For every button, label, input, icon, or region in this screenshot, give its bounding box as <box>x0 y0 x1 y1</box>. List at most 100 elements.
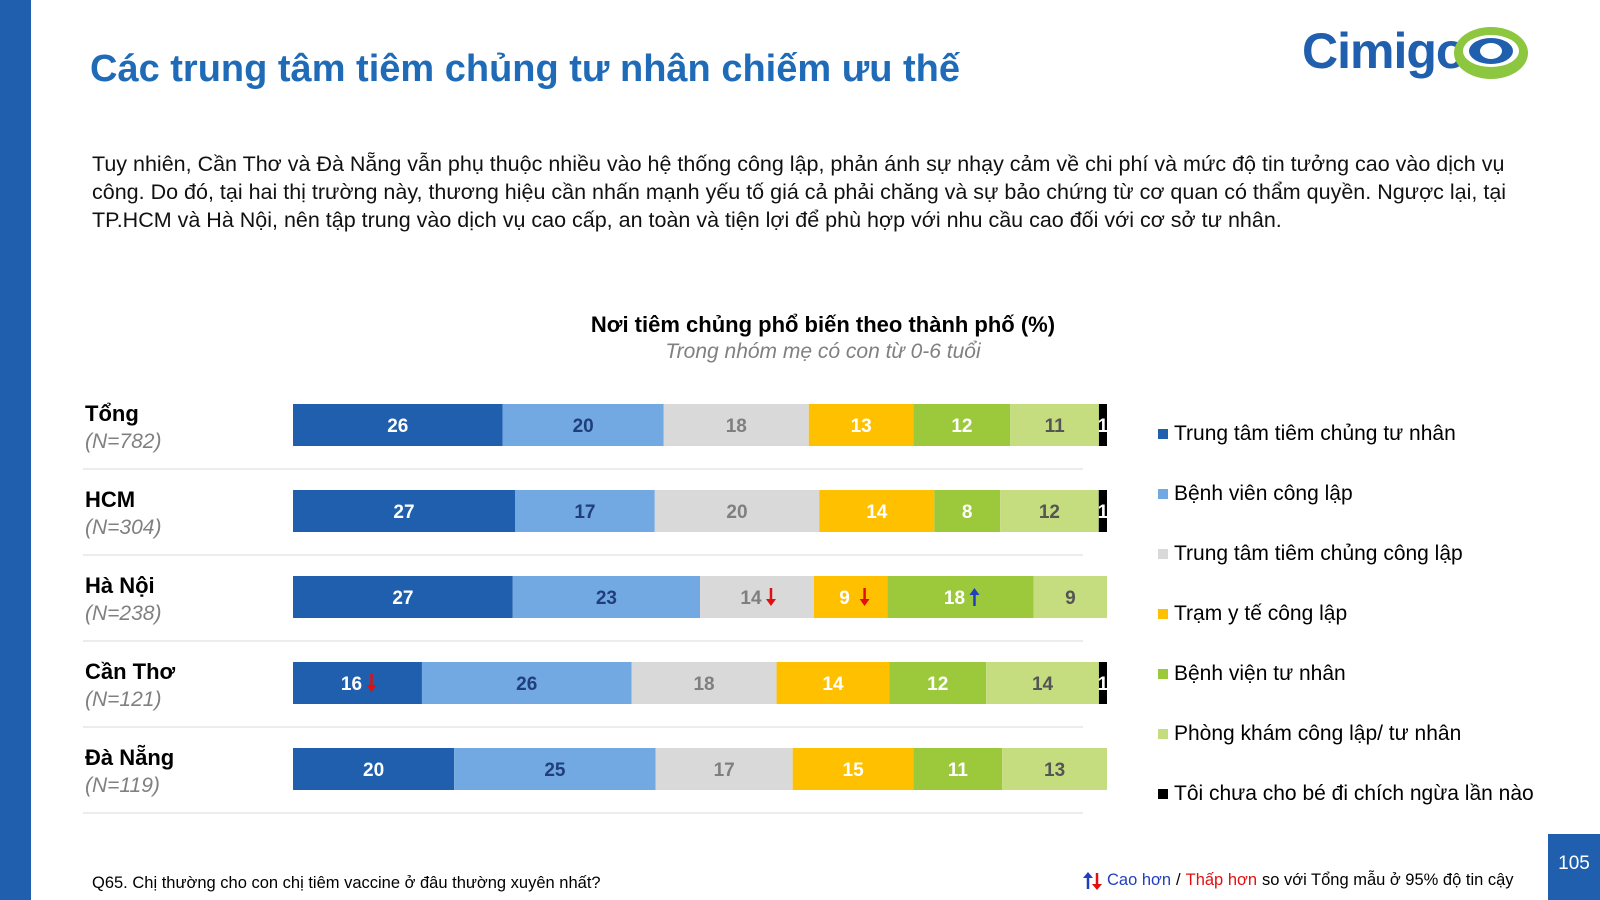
bar-value-label: 1 <box>1098 674 1109 695</box>
row-sample-size: (N=238) <box>85 602 161 625</box>
legend-label: Bệnh viên công lập <box>1174 482 1353 505</box>
row-sample-size: (N=119) <box>85 774 160 797</box>
bar-value-label: 1 <box>1098 502 1109 523</box>
bar-segment <box>1010 404 1099 446</box>
row-label: Hà Nội <box>85 573 155 598</box>
legend-swatch <box>1158 429 1168 439</box>
bar-segment <box>1098 662 1107 704</box>
page-number: 105 <box>1548 834 1600 900</box>
bar-value-label: 18 <box>944 588 965 609</box>
legend-label: Trạm y tế công lập <box>1174 602 1348 625</box>
bar-segment <box>502 404 664 446</box>
sig-separator: / <box>1176 871 1181 889</box>
bar-segment <box>293 576 513 618</box>
bar-value-label: 26 <box>387 416 408 437</box>
bar-value-label: 1 <box>1098 416 1109 437</box>
sig-higher-label: Cao hơn <box>1107 871 1172 889</box>
row-sample-size: (N=304) <box>85 516 161 539</box>
bar-segment <box>515 490 655 532</box>
significance-arrow-icon <box>969 588 980 606</box>
chart-title: Nơi tiêm chủng phổ biến theo thành phố (… <box>590 312 1056 337</box>
bar-value-label: 15 <box>843 760 865 781</box>
row-sample-size: (N=782) <box>85 430 161 453</box>
page-title: Các trung tâm tiêm chủng tư nhân chiếm ư… <box>90 48 960 90</box>
bar-value-label: 12 <box>1039 502 1060 523</box>
bar-value-label: 14 <box>740 588 762 609</box>
legend-item: Trung tâm tiêm chủng tư nhân <box>1158 404 1534 464</box>
bar-segment <box>512 576 700 618</box>
bar-value-label: 11 <box>1045 416 1066 437</box>
legend-item: Trung tâm tiêm chủng công lập <box>1158 524 1534 584</box>
bar-segment <box>293 748 455 790</box>
bar-segment <box>663 404 809 446</box>
logo-text: Cimigo <box>1302 23 1466 79</box>
bar-segment <box>889 662 987 704</box>
bar-value-label: 17 <box>714 760 735 781</box>
significance-arrow-icon <box>859 588 870 606</box>
bar-value-label: 12 <box>951 416 972 437</box>
bar-value-label: 26 <box>516 674 537 695</box>
chart-subtitle: Trong nhóm mẹ có con từ 0-6 tuổi <box>665 340 981 363</box>
bar-value-label: 11 <box>948 760 969 781</box>
bar-value-label: 18 <box>726 416 747 437</box>
bar-segment <box>421 662 632 704</box>
sig-rest-label: so với Tổng mẫu ở 95% độ tin cậy <box>1262 871 1514 889</box>
legend-label: Trung tâm tiêm chủng công lập <box>1174 542 1463 565</box>
significance-note: Cao hơn / Thấp hơn so với Tổng mẫu ở 95%… <box>1083 871 1514 890</box>
bar-segment <box>293 404 503 446</box>
bar-segment <box>808 404 914 446</box>
bar-segment <box>887 576 1034 618</box>
bar-segment <box>1002 748 1107 790</box>
bar-segment <box>913 748 1003 790</box>
bar-value-label: 12 <box>927 674 948 695</box>
legend-swatch <box>1158 729 1168 739</box>
bar-segment <box>293 662 422 704</box>
row-label: Cần Thơ <box>85 659 176 684</box>
bar-value-label: 16 <box>341 674 362 695</box>
bar-segment <box>1098 404 1107 446</box>
bar-segment <box>913 404 1011 446</box>
bar-value-label: 27 <box>393 502 414 523</box>
question-footnote: Q65. Chị thường cho con chị tiêm vaccine… <box>92 874 601 892</box>
bar-value-label: 9 <box>839 588 850 609</box>
row-label: HCM <box>85 487 135 512</box>
legend-label: Phòng khám công lập/ tư nhân <box>1174 722 1462 745</box>
significance-arrow-icon <box>366 674 377 692</box>
legend-swatch <box>1158 669 1168 679</box>
significance-arrow-icon <box>765 588 776 606</box>
legend-item: Trạm y tế công lập <box>1158 584 1534 644</box>
bar-value-label: 27 <box>392 588 413 609</box>
legend-item: Bệnh viện tư nhân <box>1158 644 1534 704</box>
intro-paragraph: Tuy nhiên, Cần Thơ và Đà Nẵng vẫn phụ th… <box>92 152 1507 232</box>
bar-value-label: 13 <box>1044 760 1065 781</box>
bar-segment <box>813 576 888 618</box>
bar-value-label: 17 <box>574 502 595 523</box>
row-label: Tổng <box>85 401 139 426</box>
legend-label: Trung tâm tiêm chủng tư nhân <box>1174 422 1456 445</box>
up-down-arrows-icon <box>1083 871 1102 890</box>
bar-segment <box>986 662 1099 704</box>
bar-segment <box>655 748 793 790</box>
sig-lower-label: Thấp hơn <box>1185 871 1257 889</box>
bar-value-label: 8 <box>962 502 973 523</box>
bar-segment <box>1033 576 1107 618</box>
bar-value-label: 14 <box>866 502 888 523</box>
row-label: Đà Nẵng <box>85 745 174 770</box>
bar-value-label: 18 <box>693 674 714 695</box>
bar-value-label: 23 <box>596 588 617 609</box>
bar-value-label: 14 <box>822 674 844 695</box>
bar-segment <box>293 490 515 532</box>
bar-segment <box>454 748 656 790</box>
cimigo-logo: Cimigo <box>1302 18 1566 88</box>
bar-segment <box>934 490 1001 532</box>
legend-label: Tôi chưa cho bé đi chích ngừa lần nào <box>1174 782 1534 805</box>
legend-swatch <box>1158 489 1168 499</box>
bar-value-label: 20 <box>573 416 594 437</box>
bar-value-label: 13 <box>851 416 872 437</box>
legend-swatch <box>1158 609 1168 619</box>
bar-segment <box>631 662 777 704</box>
chart-legend: Trung tâm tiêm chủng tư nhân Bệnh viên cô… <box>1158 404 1534 824</box>
legend-item: Bệnh viên công lập <box>1158 464 1534 524</box>
row-sample-size: (N=121) <box>85 688 161 711</box>
bar-segment <box>700 576 814 618</box>
